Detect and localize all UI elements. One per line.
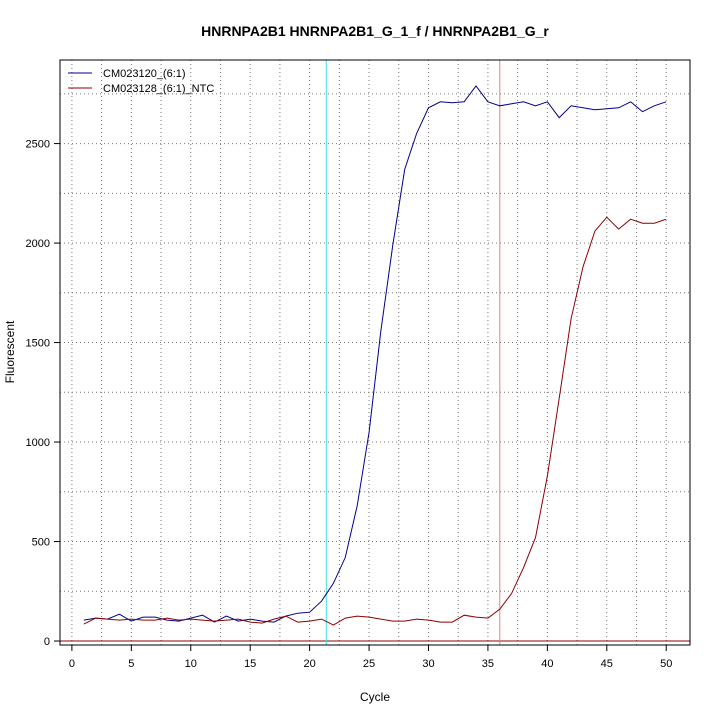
reference-lines bbox=[60, 60, 690, 645]
y-tick-label: 1000 bbox=[26, 437, 50, 449]
legend-label-1: CM023120_(6:1) bbox=[103, 68, 186, 80]
x-tick-label: 35 bbox=[482, 658, 494, 670]
x-tick-label: 5 bbox=[128, 658, 134, 670]
x-tick-label: 10 bbox=[185, 658, 197, 670]
y-tick-label: 2000 bbox=[26, 238, 50, 250]
series-line-1 bbox=[83, 85, 667, 623]
y-tick-label: 500 bbox=[32, 537, 50, 549]
y-tick-label: 2500 bbox=[26, 139, 50, 151]
legend-label-2: CM023128_(6:1)_NTC bbox=[103, 83, 214, 95]
x-tick-label: 15 bbox=[244, 658, 256, 670]
y-tick-label: 1500 bbox=[26, 338, 50, 350]
x-tick-label: 30 bbox=[422, 658, 434, 670]
series-line-2 bbox=[83, 216, 667, 626]
legend: CM023120_(6:1) CM023128_(6:1)_NTC bbox=[68, 68, 214, 95]
chart-title: HNRNPA2B1 HNRNPA2B1_G_1_f / HNRNPA2B1_G_… bbox=[201, 23, 549, 39]
x-tick-label: 40 bbox=[541, 658, 553, 670]
x-tick-label: 45 bbox=[601, 658, 613, 670]
x-axis-label: Cycle bbox=[360, 690, 390, 704]
x-tick-label: 25 bbox=[363, 658, 375, 670]
series-lines bbox=[83, 85, 667, 626]
x-tick-label: 20 bbox=[303, 658, 315, 670]
y-tick-label: 0 bbox=[44, 636, 50, 648]
y-axis-label: Fluorescent bbox=[3, 320, 17, 383]
x-tick-label: 0 bbox=[69, 658, 75, 670]
plot-frame bbox=[59, 59, 691, 646]
x-tick-label: 50 bbox=[660, 658, 672, 670]
